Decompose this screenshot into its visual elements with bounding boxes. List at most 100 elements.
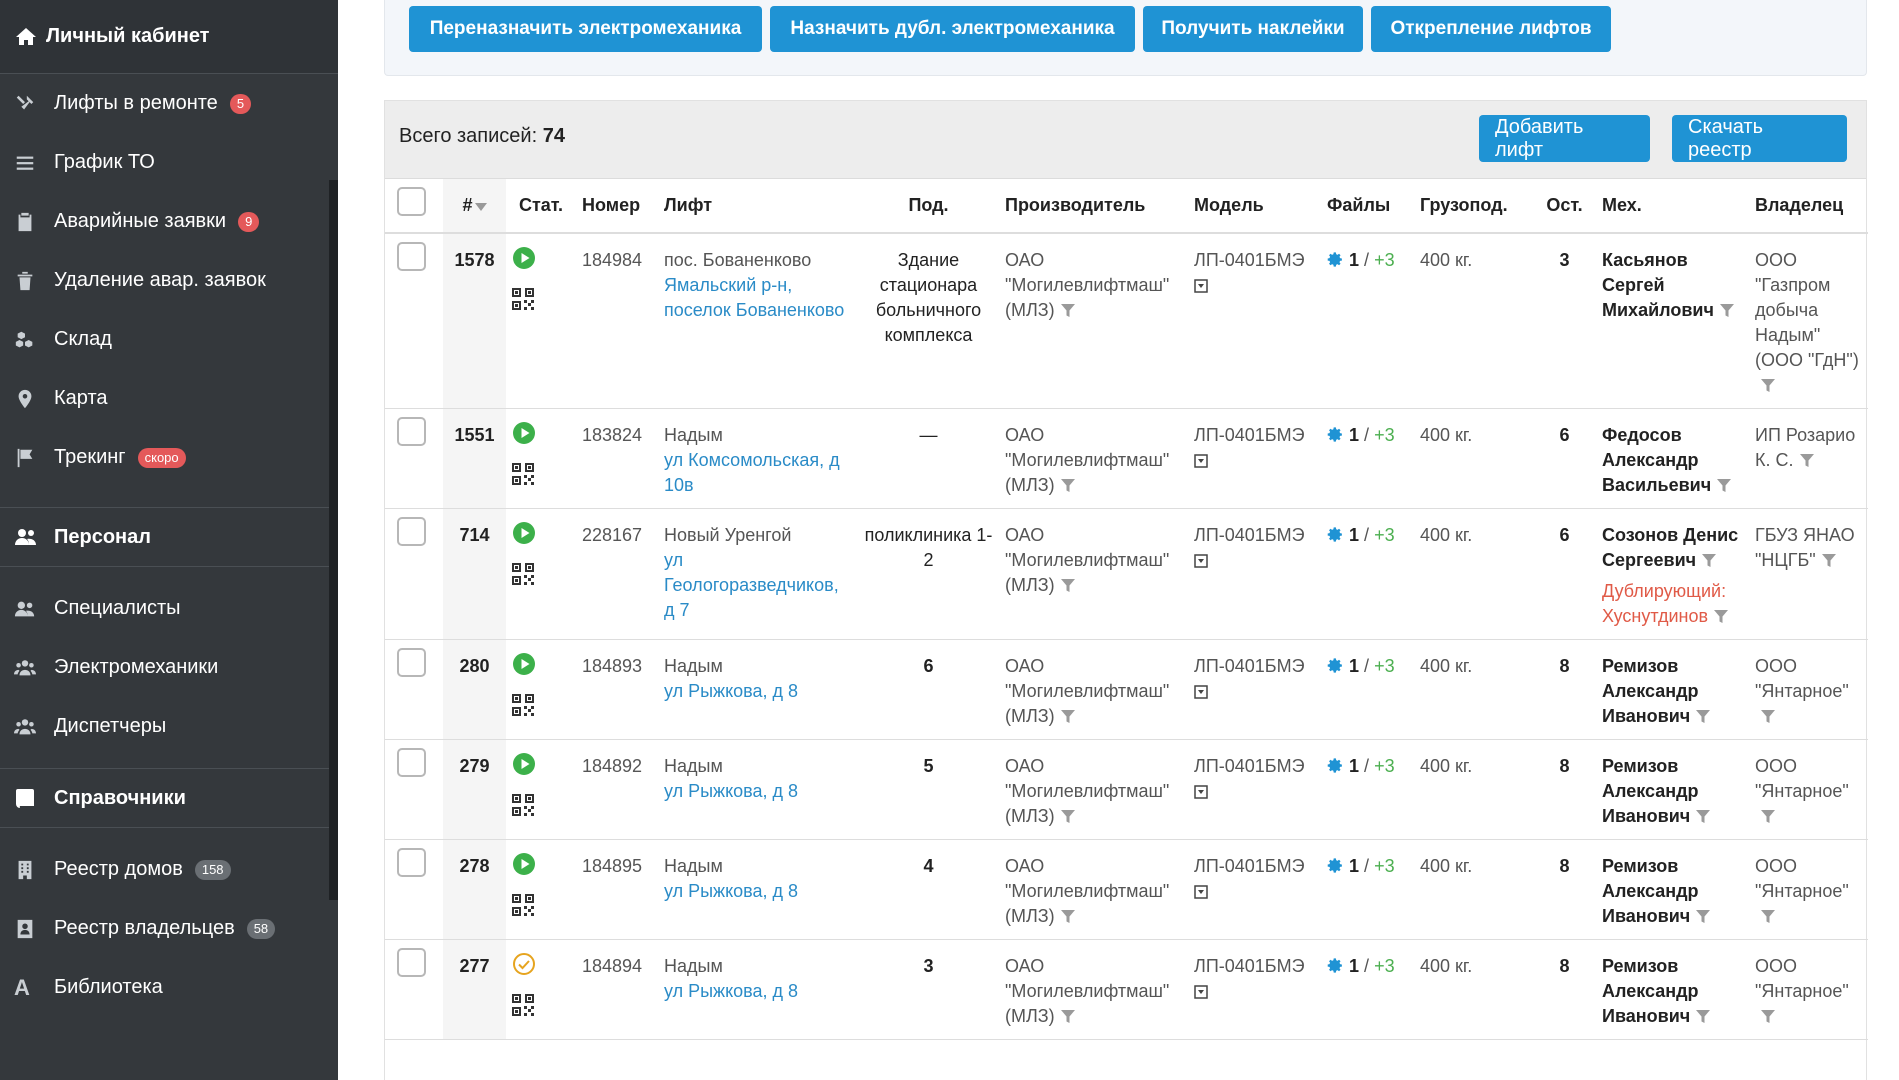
lift-address-link[interactable]: ул Рыжкова, д 8 xyxy=(664,881,799,901)
manufacturer-name[interactable]: ОАО "Могилевлифтмаш" (МЛЗ) xyxy=(1005,956,1170,1026)
col-manufacturer[interactable]: Производитель xyxy=(999,179,1188,234)
mechanic-name[interactable]: Касьянов Сергей Михайлович xyxy=(1602,250,1714,320)
sidebar-item-map[interactable]: Карта xyxy=(0,369,338,428)
mechanic-name[interactable]: Ремизов Александр Иванович xyxy=(1602,856,1699,926)
filter-icon[interactable] xyxy=(1761,810,1775,824)
filter-icon[interactable] xyxy=(1761,379,1775,393)
qr-code-icon[interactable] xyxy=(512,994,570,1016)
mechanic-name[interactable]: Ремизов Александр Иванович xyxy=(1602,956,1699,1026)
assign-dup-mechanic-button[interactable]: Назначить дубл. электромеханика xyxy=(770,6,1135,52)
filter-icon[interactable] xyxy=(1060,810,1075,824)
mechanic-name[interactable]: Созонов Денис Сергеевич xyxy=(1602,525,1739,570)
manufacturer-name[interactable]: ОАО "Могилевлифтмаш" (МЛЗ) xyxy=(1005,656,1170,726)
add-lift-button[interactable]: Добавить лифт xyxy=(1479,115,1650,162)
sidebar-scrollbar[interactable] xyxy=(329,180,338,900)
manufacturer-name[interactable]: ОАО "Могилевлифтмаш" (МЛЗ) xyxy=(1005,250,1170,320)
row-checkbox[interactable] xyxy=(397,748,426,777)
sidebar-item-repair[interactable]: Лифты в ремонте 5 xyxy=(0,74,338,133)
lift-address-link[interactable]: ул Рыжкова, д 8 xyxy=(664,781,799,801)
filter-icon[interactable] xyxy=(1719,304,1734,318)
qr-code-icon[interactable] xyxy=(512,694,570,716)
mechanic-name[interactable]: Федосов Александр Васильевич xyxy=(1602,425,1712,495)
lift-address-link[interactable]: ул Комсомольская, д 10в xyxy=(664,450,840,495)
manufacturer-name[interactable]: ОАО "Могилевлифтмаш" (МЛЗ) xyxy=(1005,756,1170,826)
filter-icon[interactable] xyxy=(1696,810,1711,824)
lift-address-link[interactable]: Ямальский р-н, поселок Бованенково xyxy=(664,275,845,320)
select-all-checkbox[interactable] xyxy=(397,186,426,216)
status-active-icon[interactable] xyxy=(512,852,570,876)
mechanic-name[interactable]: Ремизов Александр Иванович xyxy=(1602,656,1699,726)
sidebar-item-delete-emergency[interactable]: Удаление авар. заявок xyxy=(0,251,338,310)
row-checkbox[interactable] xyxy=(397,242,426,271)
col-mechanic[interactable]: Мех. xyxy=(1596,179,1749,234)
filter-icon[interactable] xyxy=(1060,910,1075,924)
table-row[interactable]: 280 184893 Надым ул Рыжкова, д 8 6 ОАО "Могил… xyxy=(385,639,1868,740)
table-row[interactable]: 278 184895 Надым ул Рыжкова, д 8 4 ОАО "Могил… xyxy=(385,839,1868,940)
qr-code-icon[interactable] xyxy=(512,794,570,816)
filter-icon[interactable] xyxy=(1714,610,1729,624)
qr-code-icon[interactable] xyxy=(512,894,570,916)
download-icon[interactable] xyxy=(1194,454,1315,468)
section-personnel[interactable]: Персонал xyxy=(0,507,338,567)
qr-code-icon[interactable] xyxy=(512,288,570,310)
table-row[interactable]: 1578 184984 пос. Бованенково Ямальский р-н,… xyxy=(385,233,1868,409)
download-icon[interactable] xyxy=(1194,685,1315,699)
filter-icon[interactable] xyxy=(1717,479,1732,493)
filter-icon[interactable] xyxy=(1799,454,1814,468)
col-owner[interactable]: Владелец xyxy=(1749,179,1868,234)
filter-icon[interactable] xyxy=(1060,710,1075,724)
sidebar-item-tracking[interactable]: Трекинг скоро xyxy=(0,428,338,487)
row-files[interactable]: 1 / +3 xyxy=(1321,939,1414,1040)
table-row[interactable]: 277 184894 Надым ул Рыжкова, д 8 3 ОАО "Могил… xyxy=(385,939,1868,1040)
get-stickers-button[interactable]: Получить наклейки xyxy=(1143,6,1363,52)
section-references[interactable]: Справочники xyxy=(0,768,338,828)
lift-address-link[interactable]: ул Геологоразведчиков, д 7 xyxy=(664,550,839,620)
filter-icon[interactable] xyxy=(1060,479,1075,493)
col-entrance[interactable]: Под. xyxy=(858,179,999,234)
lift-address-link[interactable]: ул Рыжкова, д 8 xyxy=(664,981,799,1001)
status-active-icon[interactable] xyxy=(512,652,570,676)
status-check-icon[interactable] xyxy=(512,952,570,976)
filter-icon[interactable] xyxy=(1761,710,1775,724)
download-icon[interactable] xyxy=(1194,985,1315,999)
col-files[interactable]: Файлы xyxy=(1321,179,1414,234)
row-checkbox[interactable] xyxy=(397,648,426,677)
filter-icon[interactable] xyxy=(1761,910,1775,924)
sidebar-item-dispatchers[interactable]: Диспетчеры xyxy=(0,697,338,756)
status-active-icon[interactable] xyxy=(512,752,570,776)
owner-name[interactable]: ГБУЗ ЯНАО "НЦГБ" xyxy=(1755,525,1855,570)
owner-name[interactable]: ООО "Газпром добыча Надым" (ООО "ГдН") xyxy=(1755,250,1859,370)
lift-address-link[interactable]: ул Рыжкова, д 8 xyxy=(664,681,799,701)
row-checkbox[interactable] xyxy=(397,848,426,877)
col-number[interactable]: Номер xyxy=(576,179,658,234)
sidebar-item-owners[interactable]: Реестр владельцев 58 xyxy=(0,899,338,958)
sidebar-item-library[interactable]: A Библиотека xyxy=(0,958,338,1017)
row-checkbox[interactable] xyxy=(397,948,426,977)
filter-icon[interactable] xyxy=(1702,554,1717,568)
col-status[interactable]: Стат. xyxy=(506,179,576,234)
qr-code-icon[interactable] xyxy=(512,463,570,485)
filter-icon[interactable] xyxy=(1060,579,1075,593)
filter-icon[interactable] xyxy=(1696,1010,1711,1024)
sidebar-item-houses[interactable]: Реестр домов 158 xyxy=(0,840,338,899)
col-stops[interactable]: Ост. xyxy=(1533,179,1596,234)
owner-name[interactable]: ООО "Янтарное" xyxy=(1755,956,1849,1001)
col-lift[interactable]: Лифт xyxy=(658,179,858,234)
sidebar-item-specialists[interactable]: Специалисты xyxy=(0,579,338,638)
download-icon[interactable] xyxy=(1194,279,1315,293)
manufacturer-name[interactable]: ОАО "Могилевлифтмаш" (МЛЗ) xyxy=(1005,856,1170,926)
row-files[interactable]: 1 / +3 xyxy=(1321,508,1414,640)
mechanic-name[interactable]: Ремизов Александр Иванович xyxy=(1602,756,1699,826)
row-files[interactable]: 1 / +3 xyxy=(1321,233,1414,409)
owner-name[interactable]: ИП Розарио К. С. xyxy=(1755,425,1856,470)
row-files[interactable]: 1 / +3 xyxy=(1321,839,1414,940)
download-icon[interactable] xyxy=(1194,785,1315,799)
download-icon[interactable] xyxy=(1194,554,1315,568)
download-registry-button[interactable]: Скачать реестр xyxy=(1672,115,1847,162)
dup-name[interactable]: Хуснутдинов xyxy=(1602,606,1709,626)
filter-icon[interactable] xyxy=(1821,554,1836,568)
filter-icon[interactable] xyxy=(1761,1010,1775,1024)
row-files[interactable]: 1 / +3 xyxy=(1321,408,1414,509)
owner-name[interactable]: ООО "Янтарное" xyxy=(1755,656,1849,701)
table-row[interactable]: 279 184892 Надым ул Рыжкова, д 8 5 ОАО "Могил… xyxy=(385,739,1868,840)
